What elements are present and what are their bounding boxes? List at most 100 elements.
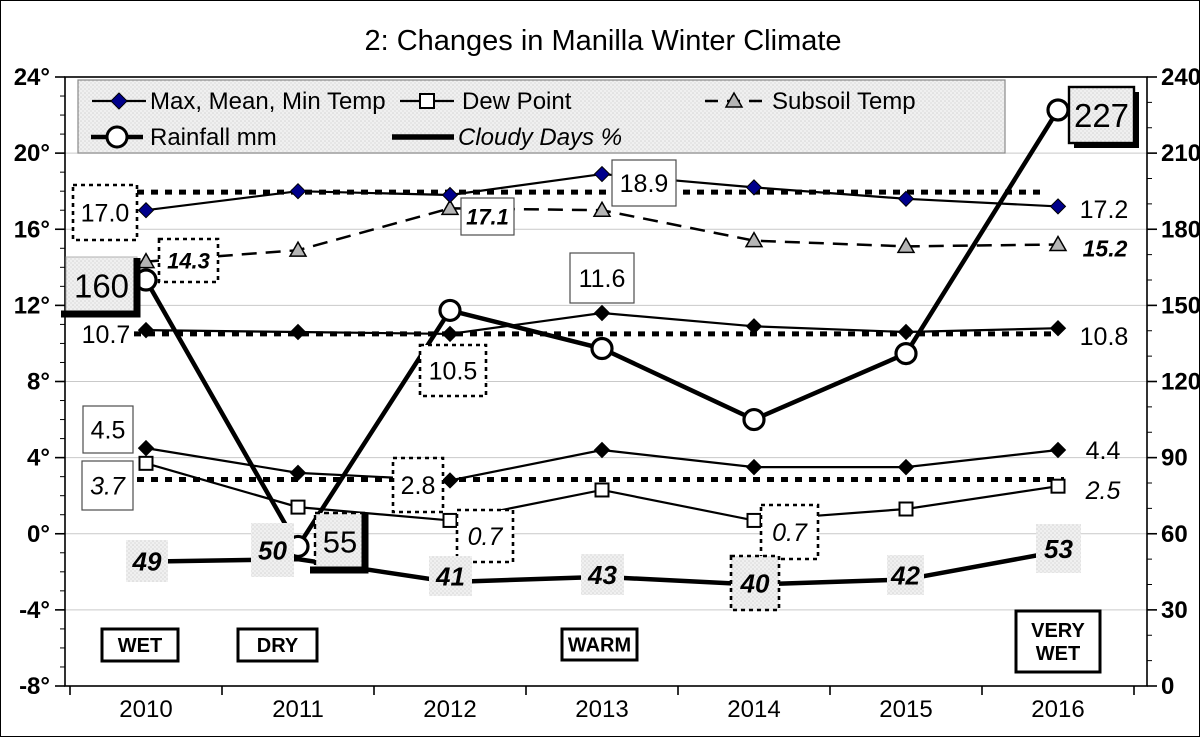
- axis-label-left: 20°: [14, 140, 50, 167]
- annotation-text: 0.7: [772, 519, 808, 547]
- annotation-text: 160: [74, 267, 129, 304]
- axis-label-left: 4°: [27, 445, 50, 472]
- axis-label-left: 8°: [27, 369, 50, 396]
- marker-triangle-subsoil-temp: [744, 231, 764, 248]
- marker-diamond-min-temp: [1049, 441, 1067, 459]
- annotation-text: 0.7: [468, 523, 504, 551]
- annotation-text: 4.4: [1086, 437, 1121, 465]
- annotation-2-8: 2.8: [391, 456, 445, 514]
- annotation-4-4: 4.4: [1086, 437, 1121, 465]
- legend-item-max-mean-min-temp: Max, Mean, Min Temp: [92, 88, 386, 115]
- annotation-text: WARM: [568, 635, 631, 657]
- axis-label-year: 2010: [119, 696, 172, 723]
- marker-square-dew-point: [442, 512, 458, 528]
- marker-diamond-min-temp: [289, 464, 307, 482]
- marker-circle-rainfall-mm: [894, 341, 918, 366]
- axis-label-left: -4°: [19, 597, 50, 624]
- legend-item-rainfall-mm: Rainfall mm: [91, 124, 277, 151]
- annotation-box: [157, 237, 220, 284]
- annotation-box: [65, 256, 138, 315]
- annotation-227: 227: [1067, 85, 1139, 148]
- legend-label: Max, Mean, Min Temp: [150, 88, 386, 115]
- marker-diamond-mean-temp: [745, 318, 763, 335]
- marker-diamond-mean-temp: [1049, 320, 1067, 337]
- legend-box: [77, 79, 1006, 154]
- legend-diamond-icon: [110, 92, 128, 110]
- marker-diamond-max-temp: [745, 179, 763, 196]
- annotation-41: 41: [429, 556, 472, 596]
- annotation-43: 43: [581, 554, 624, 595]
- annotation-text: 3.7: [90, 473, 126, 501]
- annotation-text: 49: [132, 546, 162, 576]
- axis-label-right: 60: [1161, 521, 1188, 548]
- annotation-box: [581, 554, 624, 595]
- axis-label-right: 0: [1161, 673, 1174, 700]
- marker-diamond-mean-temp: [593, 304, 611, 322]
- annotation-160: 160: [61, 256, 141, 318]
- annotation-17-0: 17.0: [71, 183, 139, 242]
- annotation-box: [460, 197, 515, 236]
- annotations-layer: 17.0 14.3 160 10.7 4.5 3.7 49 50 55 WET DRY 17.1 10.…: [61, 85, 1139, 674]
- annotation-box: [1036, 524, 1081, 573]
- axis-label-right: 120: [1161, 369, 1200, 396]
- marker-diamond-max-temp: [897, 190, 915, 208]
- marker-diamond-min-temp: [137, 439, 155, 457]
- annotation-17-2: 17.2: [1080, 196, 1129, 224]
- marker-circle-rainfall-mm: [1046, 98, 1070, 122]
- marker-diamond-max-temp: [593, 165, 611, 183]
- annotation-box: [313, 511, 367, 572]
- annotation-text: 50: [258, 535, 287, 565]
- annotation-heavy-border: [310, 514, 369, 574]
- annotation-text: 40: [740, 568, 770, 598]
- legend-label: Dew Point: [462, 88, 572, 115]
- annotation-box: [236, 627, 319, 663]
- legend-triangle-icon: [724, 91, 744, 108]
- annotation-heavy-border: [61, 258, 141, 318]
- axis-label-right: 30: [1161, 597, 1188, 624]
- legend-label: Subsoil Temp: [772, 88, 916, 115]
- marker-diamond-mean-temp: [897, 323, 915, 341]
- marker-circle-rainfall-mm: [438, 298, 462, 323]
- annotation-box: [418, 343, 488, 398]
- annotation-text: 15.2: [1083, 235, 1128, 261]
- annotation-text: 14.3: [167, 248, 210, 273]
- annotation-box: [1067, 85, 1136, 145]
- annotation-text: 11.6: [579, 265, 626, 293]
- axis-label-year: 2015: [879, 696, 932, 723]
- axis-label-left: 12°: [14, 292, 50, 319]
- annotation-warm: WARM: [560, 627, 639, 662]
- annotation-text: 17.1: [466, 204, 509, 229]
- axis-label-year: 2013: [575, 696, 628, 723]
- legend-circle-icon: [105, 125, 129, 149]
- axis-label-left: 24°: [14, 64, 50, 91]
- annotation-text: 43: [587, 560, 617, 590]
- annotation-text: 18.9: [620, 170, 669, 198]
- legend: Max, Mean, Min Temp Dew Point Subsoil Temp…: [77, 79, 1006, 154]
- annotation-text: WET: [118, 635, 162, 657]
- annotation-text: 10.5: [429, 358, 478, 386]
- annotation-box: [560, 627, 639, 662]
- marker-square-dew-point: [1050, 478, 1066, 494]
- marker-square-dew-point: [898, 501, 914, 517]
- legend-label: Cloudy Days %: [458, 124, 622, 151]
- marker-diamond-max-temp: [289, 182, 307, 200]
- annotation-10-8: 10.8: [1080, 323, 1129, 351]
- axis-label-right: 210: [1161, 140, 1200, 167]
- legend-item-dew-point: Dew Point: [400, 88, 572, 115]
- annotation-box: [251, 523, 294, 577]
- chart-title: 2: Changes in Manilla Winter Climate: [364, 25, 841, 57]
- annotation-50: 50: [251, 523, 294, 577]
- annotation-box: [71, 183, 139, 242]
- annotation-4-5: 4.5: [82, 405, 134, 454]
- marker-triangle-subsoil-temp: [1048, 234, 1068, 252]
- marker-diamond-mean-temp: [137, 321, 155, 339]
- marker-square-dew-point: [138, 455, 154, 471]
- legend-item-subsoil-temp: Subsoil Temp: [705, 88, 916, 115]
- annotation-10-7: 10.7: [82, 321, 131, 349]
- axis-label-year: 2012: [423, 696, 476, 723]
- axis-label-left: 0°: [27, 521, 50, 548]
- axis-label-left: 16°: [14, 216, 50, 243]
- legend-square-icon: [419, 93, 435, 109]
